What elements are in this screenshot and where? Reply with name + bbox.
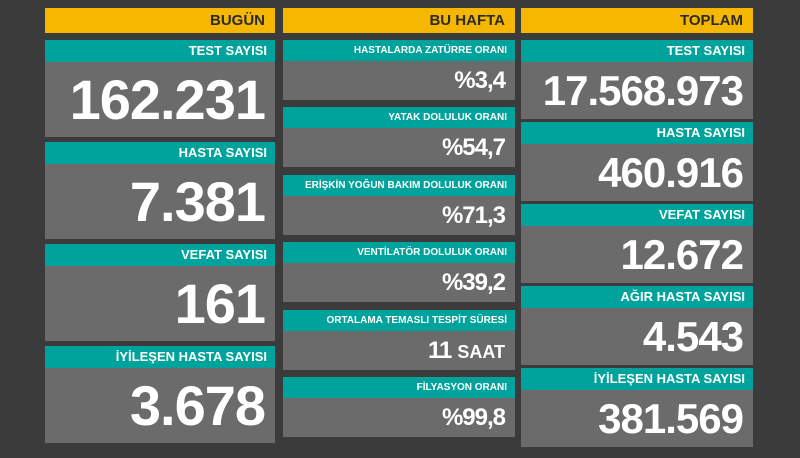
stat-value-box: 3.678 [45,368,275,443]
stat-label: HASTA SAYISI [45,142,275,164]
stat-value-box: 161 [45,266,275,341]
stat-card: VENTİLATÖR DOLULUK ORANI %39,2 [283,242,515,303]
stat-card: HASTA SAYISI 460.916 [521,122,753,201]
stat-label: HASTALARDA ZATÜRRE ORANI [283,40,515,61]
stat-value-box: 7.381 [45,164,275,239]
stat-card: TEST SAYISI 162.231 [45,40,275,137]
stat-value: 381.569 [598,395,744,442]
stat-card: İYİLEŞEN HASTA SAYISI 3.678 [45,346,275,443]
stat-label: TEST SAYISI [45,40,275,62]
stat-label: ERİŞKİN YOĞUN BAKIM DOLULUK ORANI [283,174,515,196]
stat-value: %71,3 [441,201,506,229]
stat-label: VEFAT SAYISI [45,244,275,266]
stat-label: YATAK DOLULUK ORANI [283,107,515,129]
stat-value: 11 [427,336,452,364]
stat-card: HASTALARDA ZATÜRRE ORANI %3,4 [283,40,515,100]
stat-value-box: %99,8 [283,398,515,437]
stat-card: FİLYASYON ORANI %99,8 [283,377,515,437]
stat-card: HASTA SAYISI 7.381 [45,142,275,239]
stat-value: %39,2 [441,269,506,297]
stat-label: AĞIR HASTA SAYISI [521,286,753,308]
stat-value: %54,7 [441,134,506,162]
column: TOPLAM TEST SAYISI 17.568.973 HASTA SAYISI 4… [521,8,753,447]
stat-value: %3,4 [454,67,506,94]
stat-label: HASTA SAYISI [521,122,753,144]
stat-value: 17.568.973 [542,67,744,114]
column-header: BUGÜN [45,8,275,33]
stat-value: 12.672 [620,231,744,278]
stat-label: İYİLEŞEN HASTA SAYISI [45,346,275,368]
stat-card: ORTALAMA TEMASLI TESPİT SÜRESİ 11 SAAT [283,309,515,370]
stat-label: VENTİLATÖR DOLULUK ORANI [283,242,515,264]
stat-value-box: 460.916 [521,144,753,201]
stat-value-box: 381.569 [521,390,753,447]
stat-value-box: 11 SAAT [283,330,515,370]
stat-card: AĞIR HASTA SAYISI 4.543 [521,286,753,365]
stat-value: 460.916 [598,149,744,196]
stat-card: İYİLEŞEN HASTA SAYISI 381.569 [521,368,753,447]
stat-card: ERİŞKİN YOĞUN BAKIM DOLULUK ORANI %71,3 [283,174,515,235]
column: BUGÜN TEST SAYISI 162.231 HASTA SAYISI 7.381… [45,8,275,443]
stat-label: İYİLEŞEN HASTA SAYISI [521,368,753,390]
stat-label: ORTALAMA TEMASLI TESPİT SÜRESİ [283,309,515,331]
stat-card: YATAK DOLULUK ORANI %54,7 [283,107,515,168]
stat-value: 162.231 [69,68,266,131]
stat-value-box: 17.568.973 [521,62,753,119]
stat-card: VEFAT SAYISI 12.672 [521,204,753,283]
stat-card: VEFAT SAYISI 161 [45,244,275,341]
stat-value: 7.381 [129,170,266,233]
stat-value-box: %54,7 [283,128,515,168]
stat-value-box: 4.543 [521,308,753,365]
column-header: BU HAFTA [283,8,515,33]
stat-value-box: 162.231 [45,62,275,137]
stat-value-box: 12.672 [521,226,753,283]
stat-label: TEST SAYISI [521,40,753,62]
column-header: TOPLAM [521,8,753,33]
stat-value-box: %71,3 [283,195,515,235]
stat-card: TEST SAYISI 17.568.973 [521,40,753,119]
stat-value: 161 [174,272,266,335]
stat-unit: SAAT [457,341,505,362]
column: BU HAFTA HASTALARDA ZATÜRRE ORANI %3,4 YATA… [283,8,515,442]
stat-value: 3.678 [129,374,266,437]
stat-value: 4.543 [642,313,744,360]
stat-label: FİLYASYON ORANI [283,377,515,398]
stat-value: %99,8 [441,404,506,431]
stat-value-box: %3,4 [283,61,515,100]
stat-label: VEFAT SAYISI [521,204,753,226]
stat-value-box: %39,2 [283,263,515,303]
